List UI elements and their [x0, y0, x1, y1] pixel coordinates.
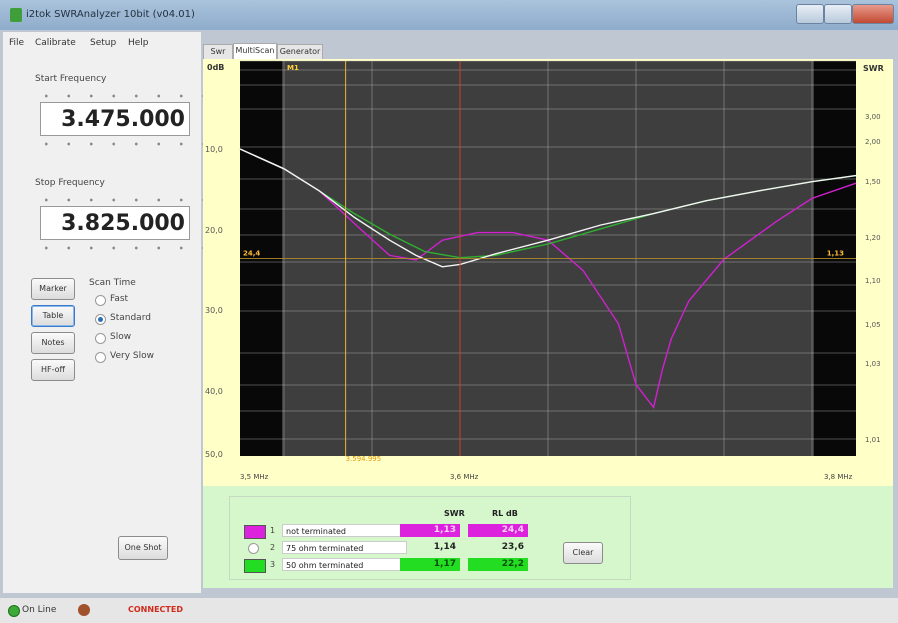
left-panel: File Calibrate Setup Help Start Frequenc… — [3, 32, 215, 593]
radio-icon — [95, 295, 106, 306]
menu-help[interactable]: Help — [128, 38, 149, 48]
digit-arrows-up[interactable] — [35, 198, 215, 202]
right-tick-label: 2,00 — [865, 138, 881, 146]
window-title: i2tok SWRAnalyzer 10bit (v04.01) — [26, 9, 195, 20]
stop-frequency-field[interactable]: 3.825.000 — [40, 206, 190, 240]
table-button[interactable]: Table — [31, 305, 75, 327]
app-icon — [10, 8, 22, 22]
series-name-field[interactable]: 50 ohm terminated — [282, 558, 407, 571]
swr-value: 1,17 — [400, 558, 460, 571]
left-value-label: 24,4 — [243, 249, 260, 257]
series-name-field[interactable]: not terminated — [282, 524, 407, 537]
maximize-button[interactable] — [824, 4, 852, 24]
digit-arrows-down[interactable] — [35, 246, 215, 250]
clear-button[interactable]: Clear — [563, 542, 603, 564]
results-table: SWR RL dB 1 not terminated 1,13 24,4 2 7… — [229, 496, 631, 580]
x-tick-label: 3,5 MHz — [240, 473, 269, 481]
right-tick-label: 1,20 — [865, 234, 881, 242]
left-tick-label: 30,0 — [205, 306, 223, 315]
minimize-button[interactable] — [796, 4, 824, 24]
tab-generator[interactable]: Generator — [277, 44, 323, 59]
right-tick-label: 1,03 — [865, 360, 881, 368]
rl-column-header: RL dB — [492, 509, 518, 518]
left-axis-title: 0dB — [207, 63, 224, 72]
radio-icon — [95, 352, 106, 363]
digit-arrows-up[interactable] — [35, 94, 215, 98]
tab-multiscan[interactable]: MultiScan — [233, 43, 277, 59]
swr-value: 1,14 — [433, 542, 456, 552]
series-color-swatch[interactable] — [244, 525, 266, 539]
series-name-field[interactable]: 75 ohm terminated — [282, 541, 407, 554]
stop-frequency-label: Stop Frequency — [35, 178, 105, 188]
left-tick-label: 40,0 — [205, 387, 223, 396]
series-line — [239, 148, 857, 409]
connection-status: CONNECTED — [128, 605, 183, 614]
online-led-icon — [8, 605, 20, 617]
hf-off-button[interactable]: HF-off — [31, 359, 75, 381]
menu-calibrate[interactable]: Calibrate — [35, 38, 76, 48]
radio-icon — [95, 333, 106, 344]
x-tick-label: 3,6 MHz — [450, 473, 479, 481]
right-tick-label: 1,10 — [865, 277, 881, 285]
series-line — [239, 148, 857, 268]
radio-selected-icon — [95, 314, 106, 325]
scan-time-label: Scan Time — [89, 278, 136, 288]
one-shot-button[interactable]: One Shot — [118, 536, 168, 560]
tab-swr[interactable]: Swr — [203, 44, 233, 59]
start-frequency-label: Start Frequency — [35, 74, 107, 84]
right-tick-label: 3,00 — [865, 113, 881, 121]
rl-value: 23,6 — [501, 542, 524, 552]
start-frequency-field[interactable]: 3.475.000 — [40, 102, 190, 136]
digit-arrows-down[interactable] — [35, 142, 215, 146]
left-tick-label: 20,0 — [205, 226, 223, 235]
results-table-panel: SWR RL dB 1 not terminated 1,13 24,4 2 7… — [203, 486, 893, 588]
right-tick-label: 1,01 — [865, 436, 881, 444]
connection-icon — [78, 604, 90, 616]
swr-column-header: SWR — [444, 509, 465, 518]
marker-button[interactable]: Marker — [31, 278, 75, 300]
x-tick-label: 3,8 MHz — [824, 473, 853, 481]
notes-button[interactable]: Notes — [31, 332, 75, 354]
marker-label: M1 — [287, 64, 299, 72]
close-button[interactable] — [852, 4, 894, 24]
chart-panel: 10,0 20,0 30,0 40,0 50,0 3,00 2,00 1,50 1,20 1,10… — [203, 59, 893, 486]
swr-value: 1,13 — [400, 524, 460, 537]
menu-file[interactable]: File — [9, 38, 25, 48]
online-status: On Line — [22, 605, 57, 615]
rl-value: 22,2 — [468, 558, 528, 571]
swr-chart[interactable]: 10,0 20,0 30,0 40,0 50,0 3,00 2,00 1,50 1,20 1,10… — [203, 59, 893, 486]
right-value-label: 1,13 — [827, 249, 844, 257]
right-tick-label: 1,50 — [865, 178, 881, 186]
menu-setup[interactable]: Setup — [90, 38, 117, 48]
rl-value: 24,4 — [468, 524, 528, 537]
right-axis-title: SWR — [863, 64, 884, 73]
status-bar: On Line CONNECTED — [0, 598, 898, 623]
left-tick-label: 10,0 — [205, 145, 223, 154]
left-tick-label: 50,0 — [205, 450, 223, 459]
title-bar: i2tok SWRAnalyzer 10bit (v04.01) — [0, 0, 898, 30]
series-radio[interactable] — [244, 542, 264, 554]
tab-bar: Swr MultiScan Generator — [203, 43, 893, 59]
cursor-label: 3.594.995 — [346, 455, 382, 463]
right-tick-label: 1,05 — [865, 321, 881, 329]
series-color-swatch[interactable] — [244, 559, 266, 573]
